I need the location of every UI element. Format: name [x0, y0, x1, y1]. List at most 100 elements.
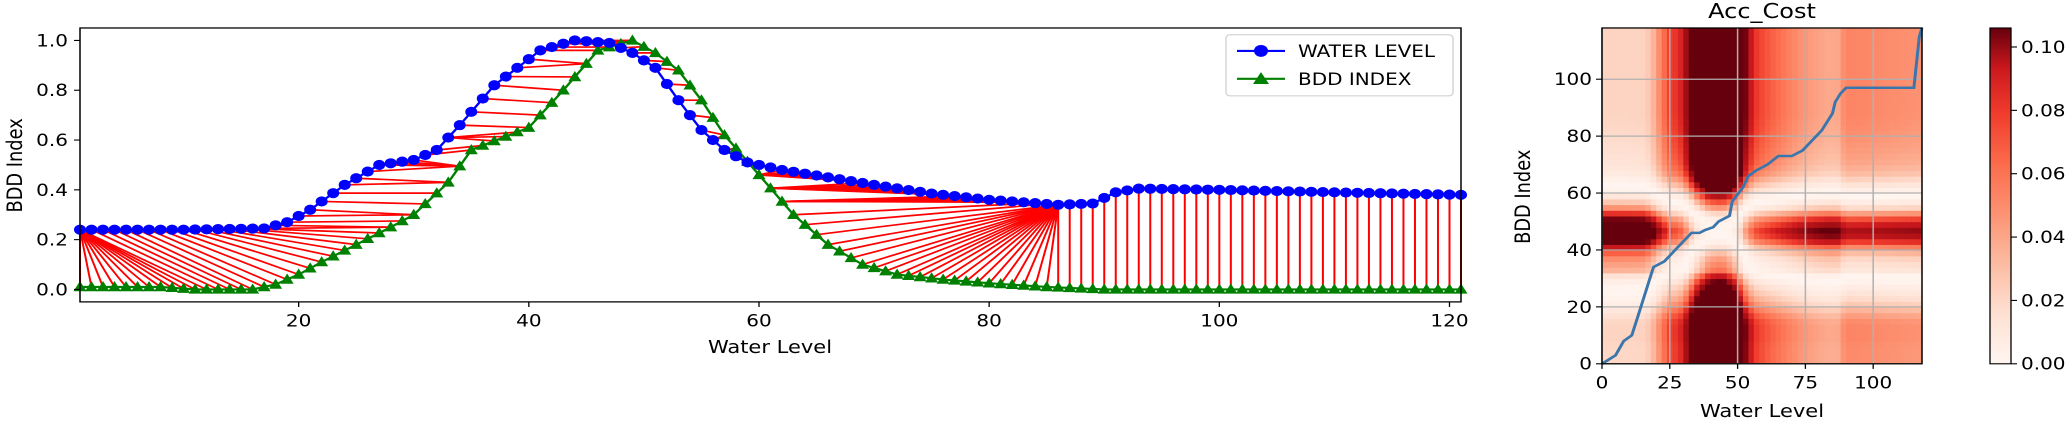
- heatmap-cell: [1645, 33, 1652, 41]
- heatmap-cell: [1905, 323, 1912, 331]
- heatmap-cell: [1650, 27, 1658, 35]
- heatmap-cell: [1683, 289, 1690, 297]
- heatmap-cell: [1683, 210, 1690, 217]
- heatmap-cell: [1732, 79, 1739, 86]
- heatmap-cell: [1835, 284, 1842, 291]
- heatmap-cell: [1873, 79, 1880, 86]
- heatmap-cell: [1856, 96, 1864, 103]
- heatmap-cell: [1808, 187, 1815, 194]
- heatmap-cell: [1846, 312, 1853, 319]
- heatmap-cell: [1905, 124, 1912, 132]
- heatmap-cell: [1699, 306, 1706, 314]
- heatmap-cell: [1645, 227, 1652, 234]
- heatmap-cell: [1786, 164, 1793, 171]
- heatmap-cell: [1629, 323, 1636, 331]
- heatmap-cell: [1818, 170, 1826, 177]
- heatmap-cell: [1694, 101, 1701, 109]
- heatmap-cell: [1753, 158, 1761, 166]
- heatmap-cell: [1797, 79, 1804, 86]
- heatmap-cell: [1905, 198, 1912, 206]
- alignment-line: [885, 204, 1059, 272]
- heatmap-cell: [1694, 306, 1701, 314]
- heatmap-cell: [1650, 73, 1658, 80]
- heatmap-cell: [1770, 107, 1777, 115]
- heatmap-cell: [1905, 272, 1912, 280]
- heatmap-cell: [1612, 227, 1620, 234]
- heatmap-cell: [1775, 210, 1782, 217]
- heatmap-cell: [1894, 323, 1902, 331]
- heatmap-cell: [1873, 204, 1880, 211]
- heatmap-cell: [1715, 323, 1723, 331]
- heatmap-cell: [1894, 187, 1902, 194]
- heatmap-cell: [1867, 164, 1874, 171]
- heatmap-cell: [1656, 90, 1663, 97]
- heatmap-cell: [1759, 84, 1766, 92]
- heatmap-cell: [1612, 329, 1620, 337]
- heatmap-cell: [1780, 181, 1788, 189]
- heatmap-cell: [1764, 295, 1771, 302]
- heatmap-cell: [1911, 158, 1918, 166]
- heatmap-cell: [1824, 175, 1831, 183]
- heatmap-cell: [1607, 284, 1614, 291]
- heatmap-cell: [1840, 84, 1847, 92]
- heatmap-cell: [1629, 289, 1636, 297]
- heatmap-cell: [1797, 90, 1804, 97]
- heatmap-cell: [1829, 45, 1837, 52]
- heatmap-cell: [1645, 27, 1652, 35]
- heatmap-cell: [1905, 113, 1912, 120]
- heatmap-cell: [1775, 284, 1782, 291]
- heatmap-cell: [1791, 79, 1799, 86]
- heatmap-cell: [1808, 45, 1815, 52]
- heatmap-cell: [1699, 67, 1706, 75]
- heatmap-cell: [1770, 62, 1777, 69]
- heatmap-cell: [1683, 232, 1690, 240]
- heatmap-cell: [1607, 50, 1614, 58]
- heatmap-cell: [1867, 261, 1874, 268]
- heatmap-cell: [1851, 244, 1858, 251]
- heatmap-cell: [1878, 39, 1885, 46]
- heatmap-cell: [1645, 238, 1652, 245]
- heatmap-cell: [1867, 141, 1874, 149]
- heatmap-cell: [1677, 198, 1685, 206]
- heatmap-cell: [1911, 33, 1918, 41]
- heatmap-cell: [1705, 255, 1712, 263]
- heatmap-cell: [1862, 39, 1869, 46]
- heatmap-cell: [1905, 73, 1912, 80]
- heatmap-cell: [1612, 306, 1620, 314]
- heatmap-cell: [1623, 130, 1630, 137]
- alignment-line: [793, 202, 1036, 216]
- heatmap-cell: [1846, 198, 1853, 206]
- heatmap-cell: [1851, 215, 1858, 223]
- heatmap-cell: [1726, 232, 1733, 240]
- heatmap-cell: [1634, 141, 1641, 149]
- heatmap-cell: [1618, 346, 1625, 354]
- heatmap-cell: [1759, 39, 1766, 46]
- heatmap-cell: [1894, 249, 1902, 257]
- heatmap-cell: [1851, 272, 1858, 280]
- heatmap-cell: [1612, 193, 1620, 200]
- heatmap-cell: [1753, 141, 1761, 149]
- heatmap-cell: [1851, 227, 1858, 234]
- heatmap-cell: [1618, 39, 1625, 46]
- heatmap-cell: [1878, 249, 1885, 257]
- heatmap-cell: [1656, 147, 1663, 154]
- x-tick-label: 60: [746, 312, 771, 331]
- heatmap-cell: [1900, 249, 1907, 257]
- heatmap-cell: [1650, 346, 1658, 354]
- heatmap-cell: [1748, 141, 1755, 149]
- heatmap-cell: [1818, 318, 1826, 325]
- heatmap-cell: [1743, 204, 1750, 211]
- heatmap-cell: [1618, 124, 1625, 132]
- heatmap-cell: [1889, 284, 1896, 291]
- heatmap-cell: [1867, 124, 1874, 132]
- alignment-line: [79, 229, 139, 288]
- heatmap-cell: [1694, 221, 1701, 228]
- heatmap-cell: [1748, 113, 1755, 120]
- heatmap-cell: [1759, 67, 1766, 75]
- heatmap-cell: [1645, 261, 1652, 268]
- heatmap-cell: [1889, 244, 1896, 251]
- heatmap-cell: [1639, 318, 1647, 325]
- heatmap-cell: [1612, 312, 1620, 319]
- heatmap-cell: [1672, 50, 1679, 58]
- heatmap-cell: [1612, 73, 1620, 80]
